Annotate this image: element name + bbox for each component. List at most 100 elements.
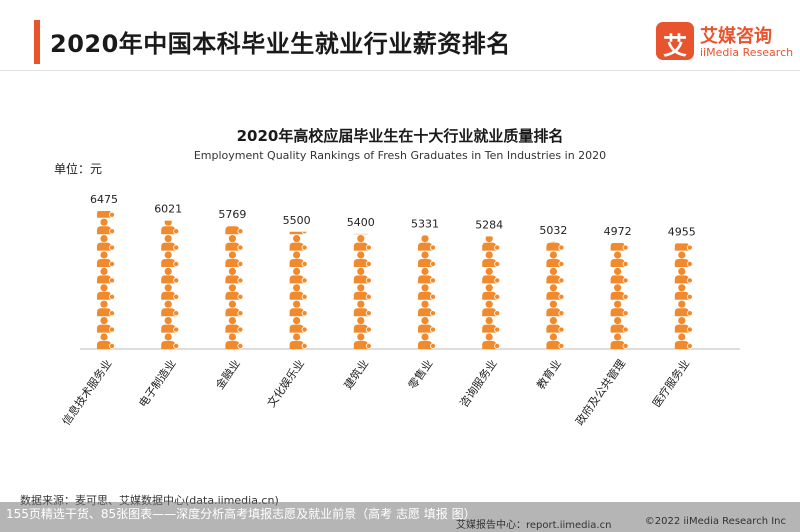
value-label-6: 5331: [411, 217, 439, 230]
logo-name-en: iiMedia Research: [700, 46, 794, 59]
person-icon: [161, 220, 180, 235]
person-icon: [482, 236, 501, 251]
person-icon: [674, 333, 693, 349]
bar-2: [161, 220, 180, 349]
title-accent-bar: [34, 20, 40, 64]
person-icon: [161, 267, 180, 284]
footer-caption: 155页精选干货、85张图表——深度分析高考填报志愿及就业前景（高考 志愿 填报…: [6, 507, 476, 521]
person-icon: [225, 186, 243, 202]
category-label-9: 政府及公共管理: [572, 357, 628, 428]
person-icon: [161, 235, 180, 251]
person-icon: [674, 317, 693, 333]
bar-6: [418, 186, 436, 349]
person-icon: [97, 251, 116, 267]
person-icon: [225, 267, 244, 284]
person-icon: [674, 284, 693, 300]
person-icon: [161, 333, 180, 349]
person-icon: [674, 243, 693, 251]
logo-name-cn: 艾媒咨询: [700, 26, 772, 47]
person-icon: [674, 251, 693, 267]
person-icon: [610, 284, 629, 300]
person-icon: [97, 235, 116, 251]
person-icon: [546, 333, 565, 349]
top-divider: [0, 70, 800, 71]
person-icon: [546, 284, 565, 300]
person-icon: [353, 317, 372, 333]
person-icon: [482, 333, 501, 349]
person-icon: [611, 202, 629, 218]
person-icon: [418, 235, 436, 251]
chart-title: 2020年高校应届毕业生在十大行业就业质量排名: [236, 127, 564, 145]
person-icon: [610, 300, 629, 317]
person-icon: [289, 284, 308, 300]
page-title: 2020年中国本科毕业生就业行业薪资排名: [50, 30, 511, 58]
person-icon: [289, 235, 308, 251]
person-icon: [289, 333, 308, 349]
bar-9: [610, 186, 629, 349]
person-icon: [97, 211, 116, 218]
person-icon: [546, 300, 565, 317]
bar-7: [482, 186, 501, 349]
person-icon: [482, 317, 501, 333]
bar-5: [353, 186, 372, 349]
category-label-4: 文化娱乐业: [264, 357, 307, 410]
person-icon: [353, 300, 372, 317]
person-icon: [353, 251, 372, 267]
person-icon: [353, 233, 371, 235]
value-label-10: 4955: [668, 225, 696, 238]
footer-brand: 艾媒报告中心：report.iimedia.cn: [456, 520, 612, 531]
person-icon: [97, 317, 116, 333]
person-icon: [161, 284, 180, 300]
value-label-9: 4972: [604, 225, 632, 238]
person-icon: [354, 186, 372, 202]
value-label-5: 5400: [347, 216, 375, 229]
person-icon: [225, 300, 244, 317]
category-label-2: 电子制造业: [136, 357, 179, 410]
person-icon: [225, 317, 244, 333]
person-icon: [610, 267, 629, 284]
person-icon: [418, 284, 436, 300]
category-label-10: 医疗服务业: [649, 357, 692, 410]
person-icon: [675, 202, 693, 218]
person-icon: [482, 202, 500, 218]
logo-mark-icon: 艾: [656, 22, 694, 60]
person-icon: [225, 251, 244, 267]
person-icon: [546, 202, 564, 218]
person-icon: [97, 300, 116, 317]
person-icon: [225, 284, 244, 300]
person-icon: [418, 333, 436, 349]
person-icon: [289, 300, 308, 317]
brand-logo: 艾 艾媒咨询 iiMedia Research: [656, 22, 793, 62]
person-icon: [418, 251, 436, 267]
value-label-2: 6021: [154, 203, 182, 216]
person-icon: [289, 231, 308, 235]
person-icon: [161, 317, 180, 333]
person-icon: [353, 333, 372, 349]
person-icon: [482, 186, 500, 202]
person-icon: [611, 186, 629, 202]
person-icon: [290, 186, 308, 202]
person-icon: [225, 235, 244, 251]
person-icon: [289, 267, 308, 284]
category-label-6: 零售业: [405, 357, 435, 392]
person-icon: [482, 284, 501, 300]
pictograph-bar-chart: 6475 信息技术服务业 6021 电子制造业 5769 金融业 5500 文化娱乐业 5400…: [59, 186, 740, 428]
person-icon: [418, 317, 436, 333]
value-label-1: 6475: [90, 193, 118, 206]
bar-8: [546, 202, 565, 349]
person-icon: [418, 267, 436, 284]
person-icon: [97, 284, 116, 300]
person-icon: [161, 300, 180, 317]
person-icon: [546, 251, 565, 267]
person-icon: [225, 333, 244, 349]
bar-1: [97, 211, 116, 349]
value-label-8: 5032: [539, 224, 567, 237]
person-icon: [610, 243, 629, 251]
person-icon: [418, 186, 436, 202]
person-icon: [161, 251, 180, 267]
person-icon: [546, 317, 565, 333]
person-icon: [482, 300, 501, 317]
person-icon: [97, 218, 116, 235]
category-label-7: 咨询服务业: [457, 357, 500, 410]
person-icon: [418, 300, 436, 317]
